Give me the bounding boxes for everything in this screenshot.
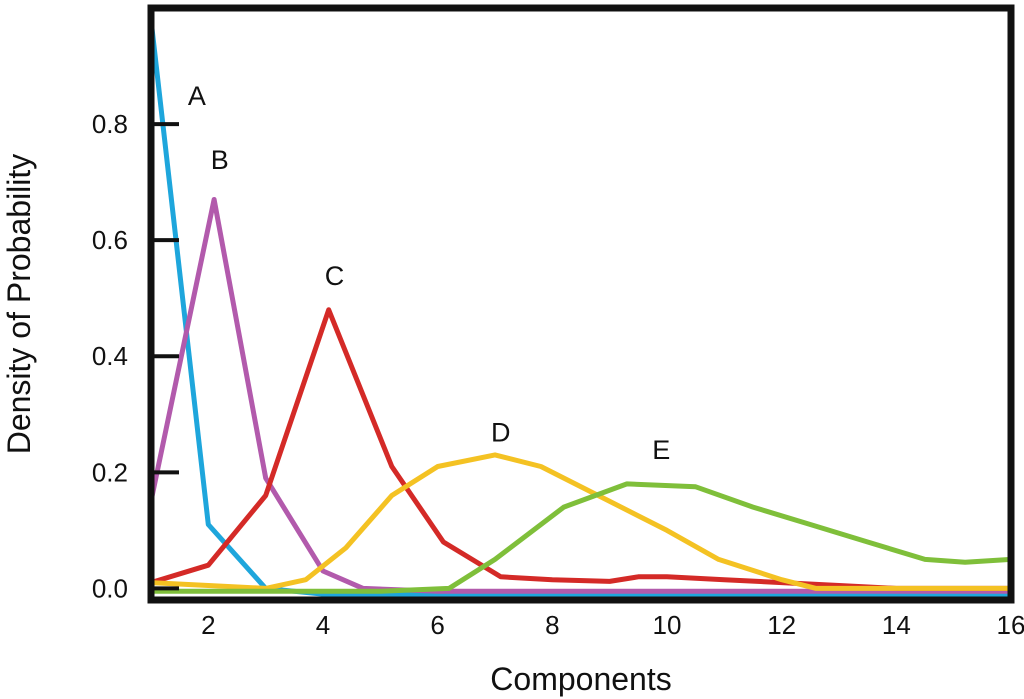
series-line-d <box>151 452 1011 591</box>
series-label-b: B <box>211 145 229 175</box>
series-label-d: D <box>491 418 511 448</box>
y-tick-label: 0.2 <box>92 457 128 487</box>
series-label-a: A <box>188 81 206 111</box>
x-tick-label: 6 <box>430 610 444 640</box>
series-label-c: C <box>325 261 345 291</box>
y-axis-title: Density of Probability <box>1 154 37 455</box>
x-tick-label: 8 <box>545 610 559 640</box>
y-tick-label: 0.0 <box>92 573 128 603</box>
x-tick-label: 12 <box>767 610 796 640</box>
series-label-e: E <box>652 435 670 465</box>
plot-frame <box>147 4 1015 604</box>
y-axis-ticks <box>151 122 179 591</box>
y-tick-label: 0.8 <box>92 109 128 139</box>
series-line-b <box>151 197 1011 594</box>
x-tick-label: 4 <box>316 610 330 640</box>
series-layer <box>151 17 1011 597</box>
x-tick-label: 14 <box>882 610 911 640</box>
y-axis-tick-labels: 0.0 0.2 0.4 0.6 0.8 <box>92 109 128 603</box>
x-tick-label: 10 <box>653 610 682 640</box>
x-axis-title: Components <box>490 661 671 697</box>
y-tick-label: 0.6 <box>92 225 128 255</box>
series-line-a <box>151 17 1011 597</box>
y-tick-label: 0.4 <box>92 341 128 371</box>
x-tick-label: 16 <box>997 610 1024 640</box>
x-axis-tick-labels: 2 4 6 8 10 12 14 16 <box>201 610 1024 640</box>
x-tick-label: 2 <box>201 610 215 640</box>
series-labels: A B C D E <box>188 81 670 465</box>
series-line-e <box>151 481 1011 594</box>
